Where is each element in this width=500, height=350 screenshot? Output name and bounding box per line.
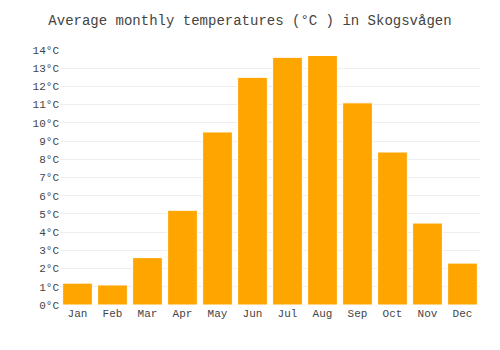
svg-text:5°C: 5°C bbox=[39, 209, 59, 221]
svg-text:1°C: 1°C bbox=[39, 282, 59, 294]
svg-text:3°C: 3°C bbox=[39, 245, 59, 257]
svg-text:9°C: 9°C bbox=[39, 136, 59, 148]
svg-text:0°C: 0°C bbox=[39, 300, 59, 312]
svg-text:2°C: 2°C bbox=[39, 263, 59, 275]
svg-text:14°C: 14°C bbox=[33, 45, 60, 57]
svg-text:Aug: Aug bbox=[313, 308, 333, 320]
svg-text:Dec: Dec bbox=[453, 308, 473, 320]
svg-text:Jul: Jul bbox=[278, 308, 298, 320]
svg-text:10°C: 10°C bbox=[33, 118, 60, 130]
svg-text:6°C: 6°C bbox=[39, 191, 59, 203]
svg-text:May: May bbox=[208, 308, 228, 320]
svg-text:Feb: Feb bbox=[103, 308, 123, 320]
svg-text:Average monthly temperatures (: Average monthly temperatures (°C ) in Sk… bbox=[48, 13, 451, 29]
svg-text:Nov: Nov bbox=[418, 308, 438, 320]
svg-text:12°C: 12°C bbox=[33, 81, 60, 93]
svg-text:Jun: Jun bbox=[243, 308, 263, 320]
svg-text:13°C: 13°C bbox=[33, 63, 60, 75]
svg-text:8°C: 8°C bbox=[39, 154, 59, 166]
svg-text:7°C: 7°C bbox=[39, 172, 59, 184]
svg-text:11°C: 11°C bbox=[33, 99, 60, 111]
svg-text:Oct: Oct bbox=[383, 308, 403, 320]
svg-text:Sep: Sep bbox=[348, 308, 368, 320]
svg-text:Mar: Mar bbox=[138, 308, 158, 320]
svg-text:Apr: Apr bbox=[173, 308, 193, 320]
svg-text:Jan: Jan bbox=[68, 308, 88, 320]
svg-text:4°C: 4°C bbox=[39, 227, 59, 239]
